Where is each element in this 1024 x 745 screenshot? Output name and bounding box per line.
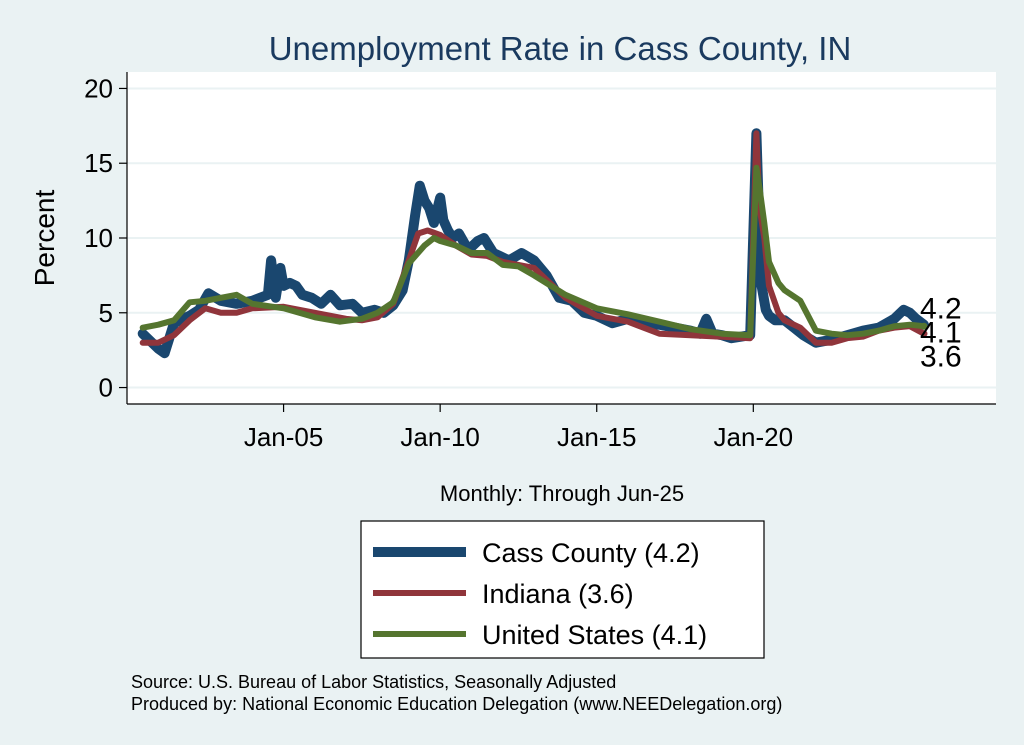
series-line-2 bbox=[139, 164, 927, 339]
legend-label: United States (4.1) bbox=[482, 620, 707, 650]
x-tick-label: Jan-10 bbox=[400, 422, 480, 452]
y-tick-label: 5 bbox=[99, 298, 113, 328]
x-tick-label: Jan-05 bbox=[244, 422, 324, 452]
gridlines bbox=[127, 87, 996, 389]
y-tick-label: 0 bbox=[99, 373, 113, 403]
series-end-point-1 bbox=[920, 330, 928, 338]
x-axis-title: Monthly: Through Jun-25 bbox=[440, 481, 684, 506]
source-line: Source: U.S. Bureau of Labor Statistics,… bbox=[131, 672, 616, 692]
x-tick-label: Jan-15 bbox=[557, 422, 637, 452]
producer-line: Produced by: National Economic Education… bbox=[131, 694, 782, 714]
legend-label: Cass County (4.2) bbox=[482, 538, 700, 568]
chart-title: Unemployment Rate in Cass County, IN bbox=[269, 30, 852, 67]
series-line-0 bbox=[137, 128, 929, 359]
end-value-label: 4.1 bbox=[920, 317, 962, 350]
y-tick-label: 20 bbox=[84, 73, 113, 103]
end-value-label: 3.6 bbox=[920, 341, 962, 374]
end-value-label: 4.2 bbox=[920, 293, 962, 326]
y-tick-label: 10 bbox=[84, 223, 113, 253]
x-tick-label: Jan-20 bbox=[714, 422, 794, 452]
end-value-labels: 4.24.13.6 bbox=[920, 293, 962, 374]
series-lines bbox=[137, 128, 929, 359]
y-tick-label: 15 bbox=[84, 148, 113, 178]
x-axis: Jan-05 Jan-10 Jan-15 Jan-20 bbox=[244, 404, 793, 452]
legend: Cass County (4.2) Indiana (3.6) United Sta… bbox=[360, 520, 765, 659]
legend-label: Indiana (3.6) bbox=[482, 579, 634, 609]
series-end-point-2 bbox=[920, 322, 928, 330]
y-axis: 0 5 10 15 20 bbox=[84, 73, 127, 403]
y-axis-title: Percent bbox=[29, 190, 60, 287]
